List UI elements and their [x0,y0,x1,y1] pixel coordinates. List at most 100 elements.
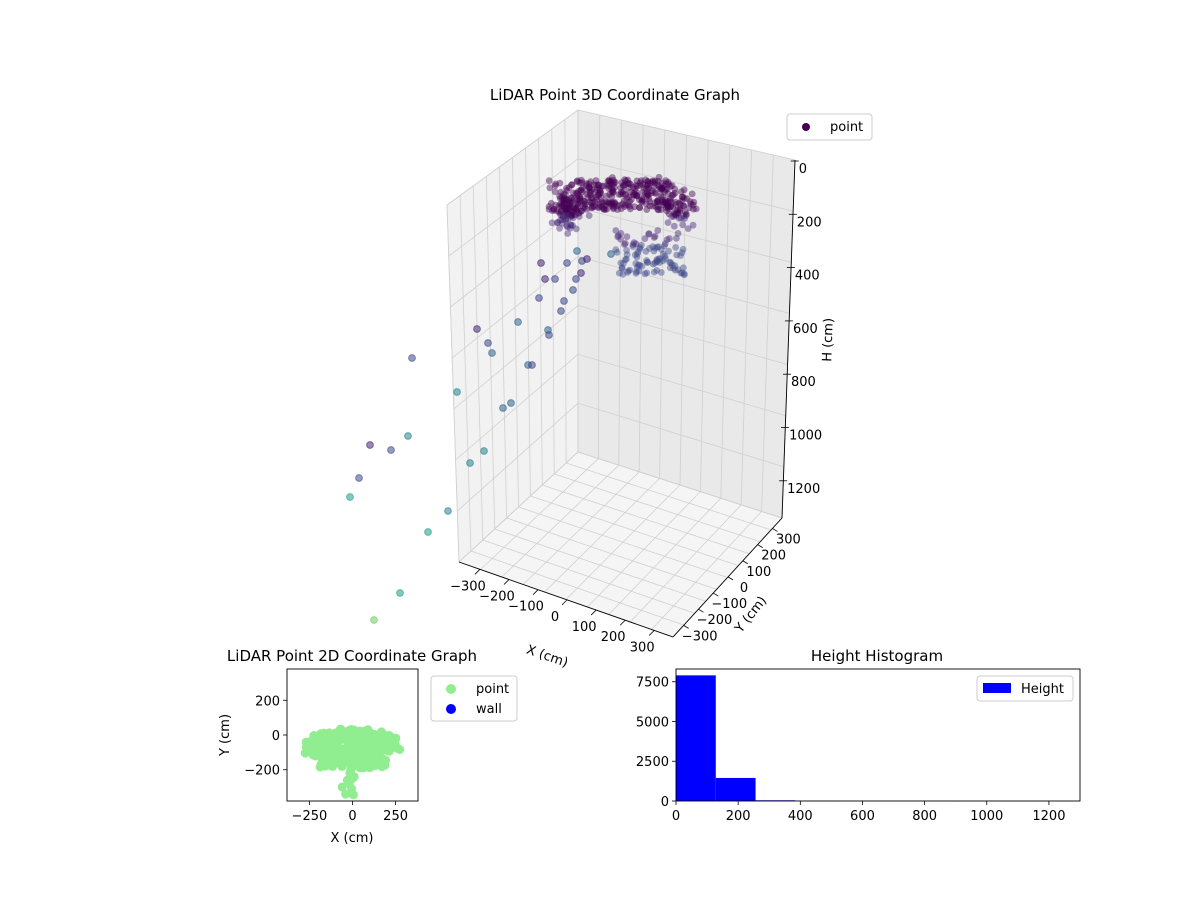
point-3d [678,249,686,256]
grid-line-y [542,484,750,555]
point-3d [642,200,650,208]
scatter-2d-point [349,772,359,782]
point-3d [366,441,374,449]
point-3d [618,179,626,187]
point-3d [659,201,667,209]
point-3d [568,194,576,202]
point-3d [636,244,644,251]
point-3d [567,198,575,206]
grid-line-y [470,550,685,626]
point-3d [572,204,579,212]
point-3d [668,261,676,269]
point-3d [587,194,595,202]
grid-line-z [458,451,783,563]
point-3d [622,201,630,209]
point-3d [638,241,645,249]
x-tick-label-3d: 200 [601,630,626,645]
point-3d [620,181,627,189]
point-3d [677,252,684,259]
point-3d [507,399,515,407]
point-3d [619,200,627,208]
point-3d [670,210,678,218]
point-3d [621,239,629,247]
point-3d [573,198,581,206]
point-3d [645,191,652,199]
point-3d [658,179,666,187]
point-3d [654,205,662,213]
point-3d [563,206,570,214]
point-3d [551,275,559,283]
point-3d [571,211,579,219]
point-3d [624,201,632,209]
histogram-title: Height Histogram [811,647,943,665]
point-3d [579,184,586,192]
point-3d [650,234,658,241]
point-3d [670,191,677,199]
point-3d [557,307,565,315]
y-tick-label-3d: 300 [776,532,801,547]
x-tick-label-2d: −250 [292,809,328,824]
point-3d [670,264,677,272]
y-tick-label-2d: 0 [272,729,280,744]
point-3d [607,200,615,208]
y-tick-label-3d: 200 [761,549,786,564]
point-3d [630,189,638,197]
point-3d [579,188,586,196]
point-3d [642,176,649,184]
point-3d [667,203,674,211]
point-3d [499,404,507,412]
point-3d [674,209,682,217]
point-3d [690,198,698,206]
point-3d [659,198,666,206]
x-tick-3d [474,569,481,575]
point-3d [662,204,670,212]
point-3d [548,219,556,227]
point-3d [609,189,617,197]
point-3d [621,176,629,184]
point-3d [631,185,639,193]
chart-2d-scatter: LiDAR Point 2D Coordinate Graph −250 0 250… [218,647,518,846]
point-3d [596,186,604,194]
point-3d [593,186,601,194]
point-3d [575,209,583,217]
point-3d [565,204,573,212]
z-tick-label-3d: 0 [799,162,807,177]
point-3d [654,227,662,234]
point-3d [480,447,488,455]
legend-3d-marker [802,123,810,131]
point-3d [541,275,549,283]
point-3d [675,215,683,222]
point-3d [662,177,670,185]
grid-line-y [459,195,472,552]
point-3d [642,185,650,193]
point-3d [563,222,570,230]
grid-line-z [448,158,794,257]
point-3d [637,177,645,185]
point-3d [640,184,648,192]
point-3d [565,205,572,213]
point-3d [581,198,588,205]
point-3d [651,177,659,185]
point-3d [408,354,416,362]
point-3d [577,186,585,194]
point-3d [650,247,658,255]
point-3d [561,200,569,207]
scatter-2d-point [346,765,356,775]
point-3d [595,204,602,212]
point-3d [652,244,659,252]
point-3d [570,205,578,213]
point-3d [621,181,629,189]
point-3d [608,193,616,200]
point-3d [553,207,561,215]
point-3d [589,204,596,211]
point-3d [669,204,677,211]
z-tick-label-3d: 1000 [789,429,822,444]
point-3d [608,188,616,195]
point-3d [674,206,681,214]
point-3d [679,193,686,201]
point-3d [664,219,672,227]
grid-line-y [554,473,761,543]
point-3d [670,222,678,230]
point-3d [612,246,620,254]
point-3d [680,270,688,278]
